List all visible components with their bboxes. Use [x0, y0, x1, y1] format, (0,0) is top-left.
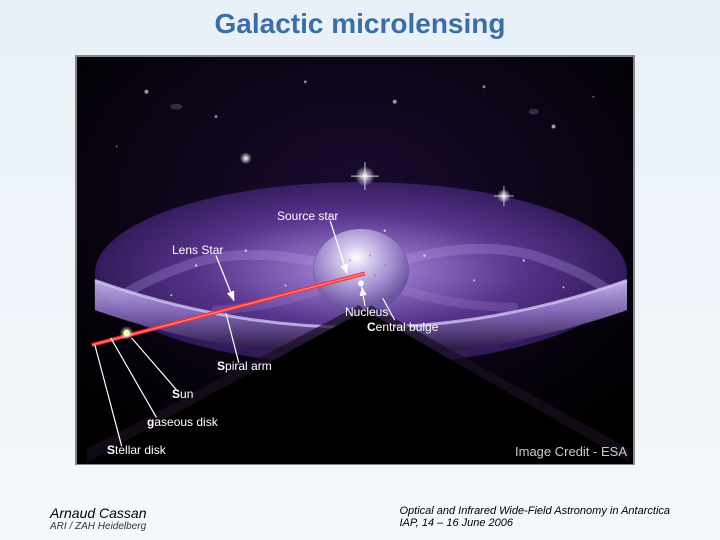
footer-left: Arnaud Cassan ARI / ZAH Heidelberg [50, 505, 147, 532]
conference-name: Optical and Infrared Wide-Field Astronom… [399, 505, 670, 517]
label-sun: Sun [172, 387, 193, 401]
author-name: Arnaud Cassan [50, 505, 147, 521]
image-credit: Image Credit - ESA [515, 444, 627, 459]
footer: Arnaud Cassan ARI / ZAH Heidelberg Optic… [0, 505, 720, 532]
label-nucleus: Nucleus [345, 305, 388, 319]
label-source-star: Source star [277, 209, 338, 223]
bright-star-icon [240, 152, 252, 164]
label-spiral-arm: Spiral arm [217, 359, 272, 373]
footer-right: Optical and Infrared Wide-Field Astronom… [399, 505, 670, 532]
figure-container: Source star Lens Star Nucleus Central bu… [75, 55, 635, 465]
galaxy-diagram [77, 57, 633, 464]
label-central-bulge: Central bulge [367, 320, 438, 334]
label-lens-star: Lens Star [172, 243, 223, 257]
page-title: Galactic microlensing [0, 0, 720, 40]
label-gaseous-disk: gaseous disk [147, 415, 218, 429]
conference-location-date: IAP, 14 – 16 June 2006 [399, 517, 670, 529]
label-stellar-disk: Stellar disk [107, 443, 166, 457]
author-affiliation: ARI / ZAH Heidelberg [50, 521, 147, 532]
